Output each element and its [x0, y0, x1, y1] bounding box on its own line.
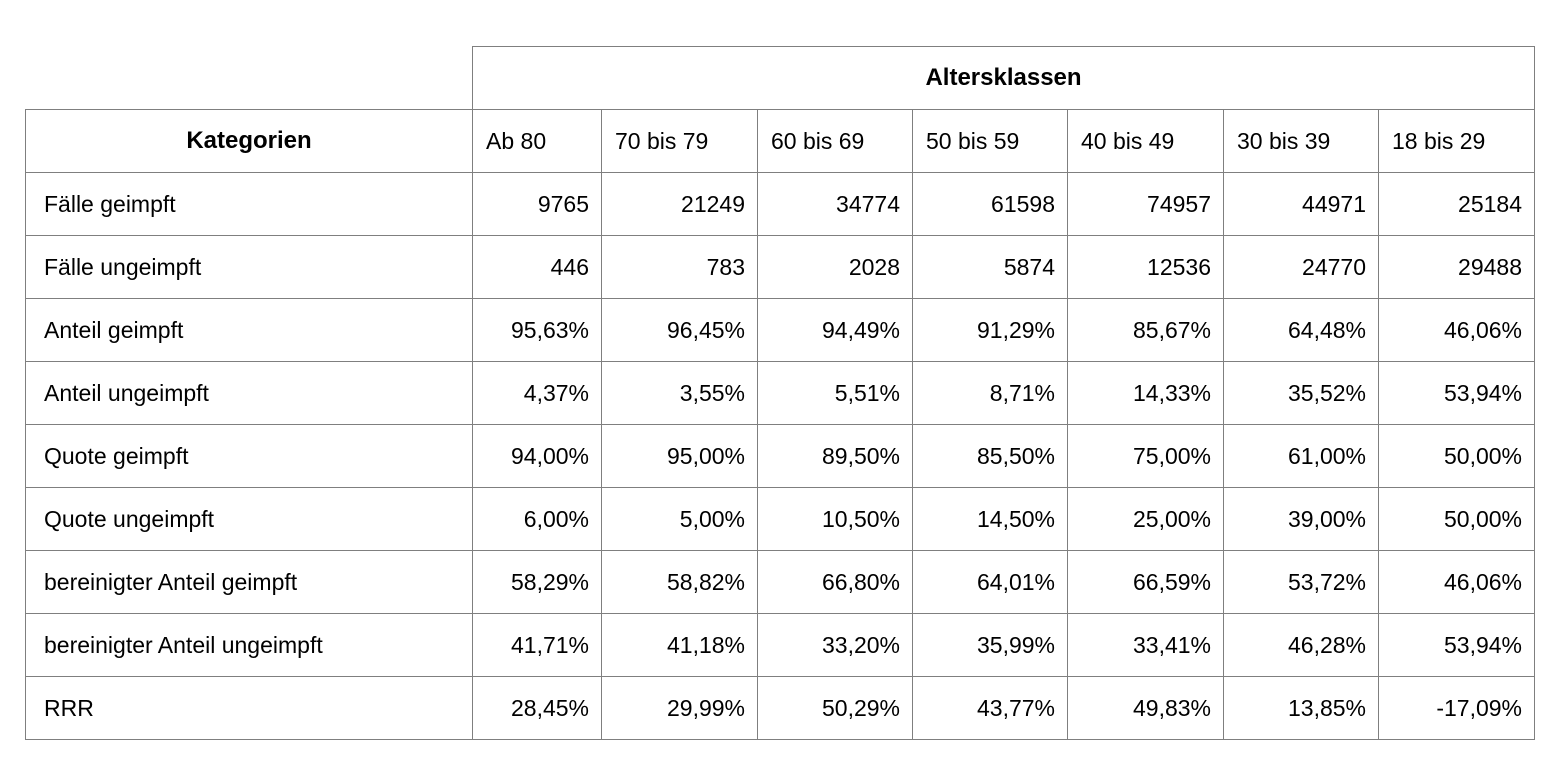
value-cell: 89,50%	[757, 424, 913, 488]
value-cell: 35,52%	[1223, 361, 1379, 425]
value-cell: 46,06%	[1378, 298, 1535, 362]
value-cell: 94,49%	[757, 298, 913, 362]
value-cell: 446	[472, 235, 602, 299]
value-cell: 5874	[912, 235, 1068, 299]
value-cell: 49,83%	[1067, 676, 1224, 740]
value-cell: 95,63%	[472, 298, 602, 362]
table-row-faelle-geimpft: Fälle geimpft 9765 21249 34774 61598 749…	[25, 172, 1535, 236]
value-cell: 85,50%	[912, 424, 1068, 488]
row-label: Quote ungeimpft	[25, 487, 473, 551]
row-label: bereinigter Anteil geimpft	[25, 550, 473, 614]
table-row-bereinigter-anteil-ungeimpft: bereinigter Anteil ungeimpft 41,71% 41,1…	[25, 613, 1535, 677]
value-cell: 94,00%	[472, 424, 602, 488]
col-header-ab-80: Ab 80	[472, 109, 602, 173]
value-cell: 53,94%	[1378, 613, 1535, 677]
table-row-anteil-geimpft: Anteil geimpft 95,63% 96,45% 94,49% 91,2…	[25, 298, 1535, 362]
value-cell: 9765	[472, 172, 602, 236]
value-cell: 53,72%	[1223, 550, 1379, 614]
value-cell: 14,50%	[912, 487, 1068, 551]
col-header-70-79: 70 bis 79	[601, 109, 758, 173]
empty-corner-cell	[26, 47, 473, 110]
col-header-30-39: 30 bis 39	[1223, 109, 1379, 173]
value-cell: 3,55%	[601, 361, 758, 425]
value-cell: 28,45%	[472, 676, 602, 740]
value-cell: 25,00%	[1067, 487, 1224, 551]
value-cell: 13,85%	[1223, 676, 1379, 740]
value-cell: 21249	[601, 172, 758, 236]
value-cell: 44971	[1223, 172, 1379, 236]
value-cell: 8,71%	[912, 361, 1068, 425]
table-row-quote-ungeimpft: Quote ungeimpft 6,00% 5,00% 10,50% 14,50…	[25, 487, 1535, 551]
row-label: RRR	[25, 676, 473, 740]
table-row-bereinigter-anteil-geimpft: bereinigter Anteil geimpft 58,29% 58,82%…	[25, 550, 1535, 614]
col-header-50-59: 50 bis 59	[912, 109, 1068, 173]
value-cell: 41,71%	[472, 613, 602, 677]
value-cell: 46,06%	[1378, 550, 1535, 614]
value-cell: 75,00%	[1067, 424, 1224, 488]
table-row-rrr: RRR 28,45% 29,99% 50,29% 43,77% 49,83% 1…	[25, 676, 1535, 740]
value-cell: 61598	[912, 172, 1068, 236]
value-cell: 53,94%	[1378, 361, 1535, 425]
value-cell: 64,01%	[912, 550, 1068, 614]
column-header-row: Kategorien Ab 80 70 bis 79 60 bis 69 50 …	[25, 109, 1535, 173]
value-cell: 64,48%	[1223, 298, 1379, 362]
value-cell: 5,00%	[601, 487, 758, 551]
value-cell: 34774	[757, 172, 913, 236]
value-cell: 25184	[1378, 172, 1535, 236]
value-cell: 66,59%	[1067, 550, 1224, 614]
row-label: Quote geimpft	[25, 424, 473, 488]
table-row-faelle-ungeimpft: Fälle ungeimpft 446 783 2028 5874 12536 …	[25, 235, 1535, 299]
row-label: Anteil geimpft	[25, 298, 473, 362]
value-cell: 39,00%	[1223, 487, 1379, 551]
table-row-quote-geimpft: Quote geimpft 94,00% 95,00% 89,50% 85,50…	[25, 424, 1535, 488]
value-cell: 50,00%	[1378, 487, 1535, 551]
value-cell: 24770	[1223, 235, 1379, 299]
value-cell: 29,99%	[601, 676, 758, 740]
value-cell: 33,20%	[757, 613, 913, 677]
row-label: bereinigter Anteil ungeimpft	[25, 613, 473, 677]
col-header-18-29: 18 bis 29	[1378, 109, 1535, 173]
value-cell: 29488	[1378, 235, 1535, 299]
value-cell: 58,82%	[601, 550, 758, 614]
row-label: Fälle geimpft	[25, 172, 473, 236]
value-cell: 58,29%	[472, 550, 602, 614]
value-cell: 85,67%	[1067, 298, 1224, 362]
col-header-60-69: 60 bis 69	[757, 109, 913, 173]
value-cell: 5,51%	[757, 361, 913, 425]
value-cell: 783	[601, 235, 758, 299]
value-cell: 10,50%	[757, 487, 913, 551]
value-cell: 6,00%	[472, 487, 602, 551]
row-label: Fälle ungeimpft	[25, 235, 473, 299]
value-cell: 61,00%	[1223, 424, 1379, 488]
age-classes-group-header: Altersklassen	[472, 46, 1535, 110]
value-cell: 91,29%	[912, 298, 1068, 362]
value-cell: 50,29%	[757, 676, 913, 740]
value-cell: 12536	[1067, 235, 1224, 299]
row-label: Anteil ungeimpft	[25, 361, 473, 425]
value-cell: 96,45%	[601, 298, 758, 362]
value-cell: -17,09%	[1378, 676, 1535, 740]
col-header-40-49: 40 bis 49	[1067, 109, 1224, 173]
categories-header: Kategorien	[25, 109, 473, 173]
value-cell: 66,80%	[757, 550, 913, 614]
value-cell: 35,99%	[912, 613, 1068, 677]
value-cell: 4,37%	[472, 361, 602, 425]
group-header-row: Altersklassen	[26, 46, 1535, 110]
value-cell: 14,33%	[1067, 361, 1224, 425]
value-cell: 43,77%	[912, 676, 1068, 740]
value-cell: 95,00%	[601, 424, 758, 488]
age-class-data-table: Altersklassen Kategorien Ab 80 70 bis 79…	[25, 46, 1535, 740]
value-cell: 33,41%	[1067, 613, 1224, 677]
value-cell: 41,18%	[601, 613, 758, 677]
value-cell: 46,28%	[1223, 613, 1379, 677]
value-cell: 74957	[1067, 172, 1224, 236]
value-cell: 2028	[757, 235, 913, 299]
value-cell: 50,00%	[1378, 424, 1535, 488]
table-row-anteil-ungeimpft: Anteil ungeimpft 4,37% 3,55% 5,51% 8,71%…	[25, 361, 1535, 425]
